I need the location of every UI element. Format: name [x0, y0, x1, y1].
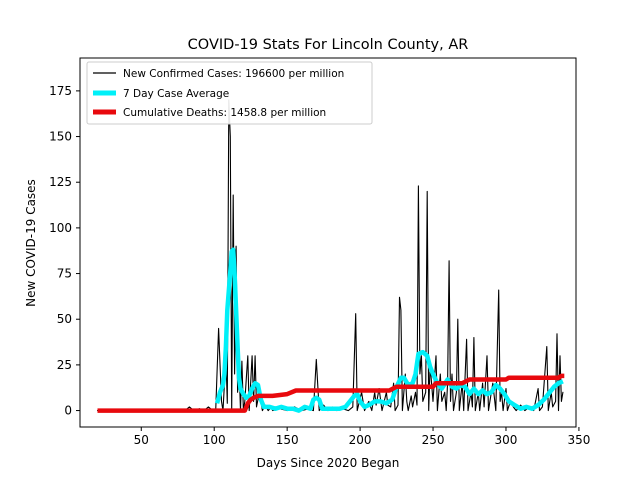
y-tick-label: 50: [57, 312, 72, 326]
y-axis-label: New COVID-19 Cases: [24, 179, 38, 307]
x-tick-label: 250: [422, 433, 445, 447]
plot-frame: [79, 57, 577, 428]
legend-box: [86, 61, 373, 125]
series-7-day-case-average: [214, 247, 564, 413]
y-tick-label: 125: [49, 175, 72, 189]
x-axis-label: Days Since 2020 Began: [257, 456, 400, 470]
y-tick-label: 175: [49, 84, 72, 98]
x-tick-label: 300: [495, 433, 518, 447]
y-tick-label: 150: [49, 130, 72, 144]
series-cumulative-deaths: [97, 373, 565, 413]
legend-label-new-cases: New Confirmed Cases: 196600 per million: [123, 68, 344, 80]
x-axis: 50 100 150 200 250 300 350: [134, 427, 590, 447]
x-tick-label: 100: [203, 433, 226, 447]
x-tick-label: 200: [349, 433, 372, 447]
y-tick-label: 25: [57, 358, 72, 372]
y-tick-label: 100: [49, 221, 72, 235]
legend-label-cumulative-deaths: Cumulative Deaths: 1458.8 per million: [123, 107, 326, 119]
chart-title: COVID-19 Stats For Lincoln County, AR: [188, 37, 469, 53]
x-tick-label: 150: [276, 433, 299, 447]
legend: New Confirmed Cases: 196600 per million …: [86, 61, 373, 125]
y-axis: 0 25 50 75 100 125 150 175: [49, 84, 80, 418]
y-tick-label: 75: [57, 267, 72, 281]
y-tick-label: 0: [64, 404, 72, 418]
x-tick-label: 50: [134, 433, 149, 447]
plot-area: [96, 99, 565, 413]
x-tick-label: 350: [567, 433, 590, 447]
legend-label-7-day-average: 7 Day Case Average: [123, 88, 229, 100]
